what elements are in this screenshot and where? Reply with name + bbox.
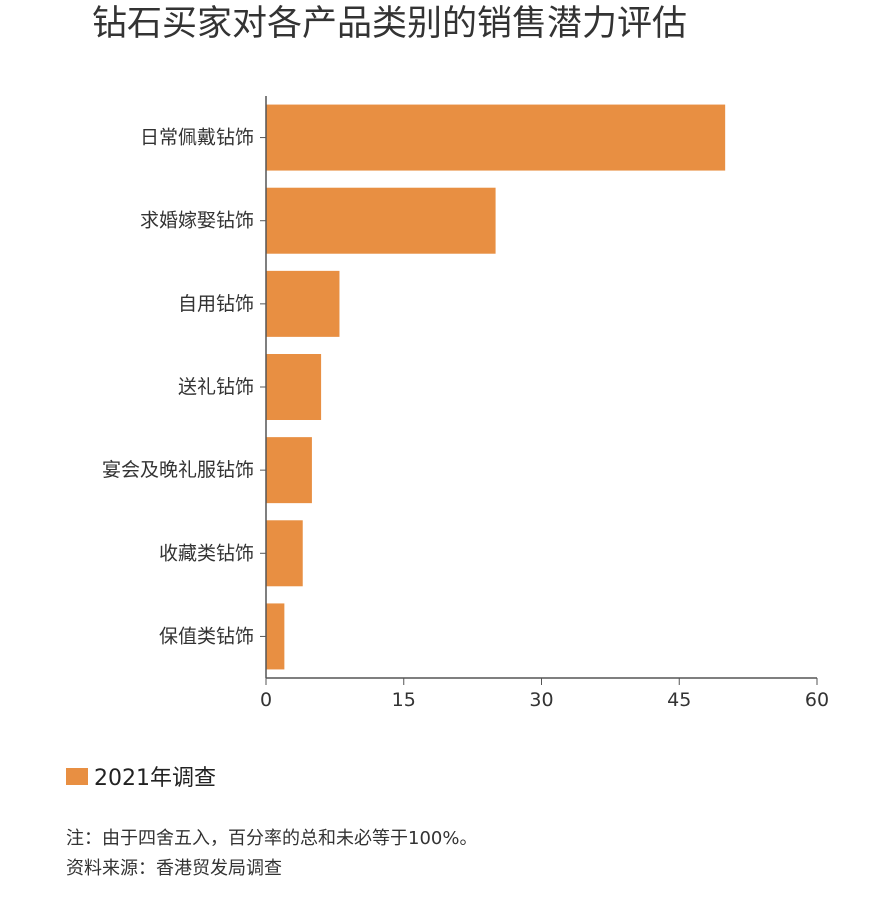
legend-swatch: [66, 767, 88, 785]
bar-1: [266, 104, 726, 171]
category-label-2: 求婚嫁娶钻饰: [140, 210, 254, 232]
category-label-1: 日常佩戴钻饰: [140, 127, 254, 149]
legend-label: 2021年调查: [94, 766, 216, 791]
x-tick-label-3: 30: [529, 689, 553, 711]
x-tick-label-5: 60: [805, 689, 829, 711]
legend: 2021年调查: [66, 760, 216, 792]
bar-4: [266, 354, 322, 420]
category-label-7: 保值类钻饰: [159, 625, 254, 647]
bars-layer: [266, 104, 726, 670]
category-label-3: 自用钻饰: [178, 293, 254, 315]
bar-6: [266, 520, 303, 587]
category-label-6: 收藏类钻饰: [159, 542, 254, 564]
bar-2: [266, 187, 496, 254]
source-note: 资料来源：香港贸发局调查: [66, 858, 282, 879]
footnotes: 注：由于四舍五入，百分率的总和未必等于100%。 资料来源：香港贸发局调查: [66, 824, 477, 884]
category-label-5: 宴会及晚礼服钻饰: [102, 458, 254, 481]
rounding-note: 注：由于四舍五入，百分率的总和未必等于100%。: [66, 828, 478, 849]
bar-3: [266, 270, 340, 337]
x-tick-label-4: 45: [667, 689, 691, 711]
axes-layer: 0 15 30 45 60: [260, 96, 829, 711]
x-tick-label-1: 0: [260, 689, 272, 711]
category-label-4: 送礼钻饰: [178, 376, 254, 398]
chart-title: 钻石买家对各产品类别的销售潜力评估: [92, 4, 688, 44]
bar-5: [266, 437, 312, 504]
bar-7: [266, 603, 285, 670]
x-tick-label-2: 15: [392, 689, 416, 711]
